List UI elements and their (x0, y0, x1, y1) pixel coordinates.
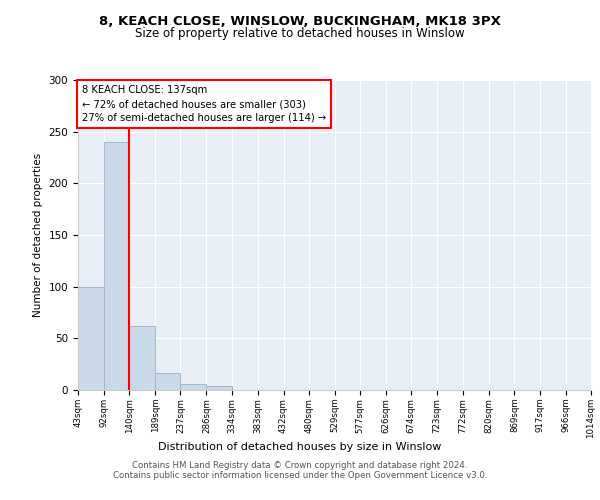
Text: Distribution of detached houses by size in Winslow: Distribution of detached houses by size … (158, 442, 442, 452)
Bar (78, 286, 104, 390)
Text: 8, KEACH CLOSE, WINSLOW, BUCKINGHAM, MK18 3PX: 8, KEACH CLOSE, WINSLOW, BUCKINGHAM, MK1… (99, 15, 501, 28)
Bar (181, 384, 206, 390)
Bar (129, 326, 155, 390)
Y-axis label: Number of detached properties: Number of detached properties (33, 153, 43, 317)
Bar (155, 374, 181, 390)
Text: Size of property relative to detached houses in Winslow: Size of property relative to detached ho… (135, 28, 465, 40)
Text: Contains HM Land Registry data © Crown copyright and database right 2024.
Contai: Contains HM Land Registry data © Crown c… (113, 460, 487, 480)
Text: 8 KEACH CLOSE: 137sqm
← 72% of detached houses are smaller (303)
27% of semi-det: 8 KEACH CLOSE: 137sqm ← 72% of detached … (82, 85, 326, 123)
Bar (104, 142, 129, 390)
Bar (206, 386, 232, 390)
